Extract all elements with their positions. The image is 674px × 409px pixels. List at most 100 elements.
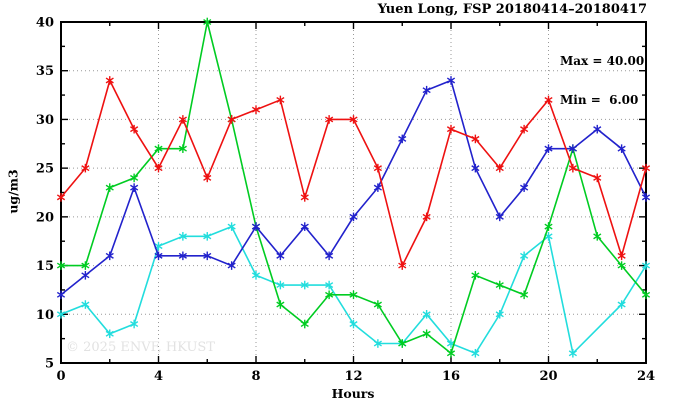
data-point-green [349,290,358,300]
marker-stroke [251,106,261,113]
x-tick-label: 4 [154,369,163,384]
marker-stroke [422,87,431,94]
data-point-cyan [56,309,66,319]
data-point-blue [568,144,577,153]
data-point-red [373,163,382,173]
data-point-green [203,17,212,27]
data-point-green [154,144,163,153]
marker-stroke [178,252,187,259]
x-tick-label: 20 [539,369,557,384]
data-point-red [641,163,651,173]
y-tick-label: 30 [36,113,54,128]
data-point-green [300,319,309,329]
chart-title: Yuen Long, FSP 20180414–20180417 [377,2,647,17]
data-point-cyan [130,319,139,329]
data-point-blue [276,251,285,261]
marker-stroke [568,145,577,152]
marker-stroke [446,340,456,347]
marker-stroke [641,262,651,269]
data-point-cyan [325,280,334,290]
data-point-blue [203,251,212,261]
marker-stroke [520,184,529,191]
marker-stroke [593,126,602,133]
data-point-blue [178,251,187,261]
data-point-blue [617,144,626,153]
data-point-blue [593,124,602,134]
y-tick-label: 35 [36,64,54,79]
marker-stroke [154,252,163,259]
marker-stroke [373,301,382,308]
data-point-blue [373,183,382,192]
data-point-blue [56,290,66,300]
marker-stroke [178,116,187,123]
marker-stroke [495,165,504,172]
series-line-green [61,21,647,355]
data-point-green [105,183,114,192]
data-point-cyan [617,300,626,309]
data-point-cyan [105,329,114,339]
y-tick-label: 25 [36,162,54,177]
marker-stroke [105,330,114,337]
data-point-blue [641,193,651,202]
data-point-cyan [495,309,504,319]
marker-stroke [227,262,236,269]
data-point-green [495,280,504,290]
marker-stroke [398,262,407,269]
data-point-red [568,163,577,173]
marker-stroke [325,282,334,289]
marker-stroke [227,223,236,230]
marker-stroke [276,282,285,289]
series-line-cyan [60,225,647,355]
marker-stroke [81,165,90,172]
marker-stroke [105,184,114,191]
marker-stroke [56,194,66,201]
data-point-red [178,115,187,124]
marker-stroke [446,350,456,357]
marker-stroke [471,350,480,357]
marker-stroke [227,116,236,123]
data-point-cyan [373,339,382,348]
data-point-green [276,300,285,309]
data-point-cyan [641,261,651,270]
data-point-red [520,124,529,134]
data-point-cyan [471,348,480,358]
marker-stroke [520,126,529,133]
marker-stroke [276,252,285,259]
data-point-blue [325,251,334,261]
marker-stroke [495,213,504,220]
marker-stroke [130,126,139,133]
data-point-green [617,261,626,270]
data-point-blue [398,134,407,144]
x-tick-label: 0 [56,369,65,384]
plot-border [60,21,647,364]
data-point-red [593,173,602,183]
data-point-green [130,173,139,183]
data-point-blue [349,212,358,222]
marker-stroke [251,223,261,230]
marker-stroke [568,350,577,357]
marker-stroke [398,340,407,347]
marker-stroke [641,291,651,298]
data-point-red [154,163,163,173]
data-point-red [81,163,90,173]
marker-stroke [300,321,309,328]
data-point-blue [105,251,114,261]
marker-stroke [154,165,163,172]
data-point-red [398,261,407,270]
data-point-red [56,193,66,202]
marker-stroke [325,252,334,259]
series-line-red [60,78,647,268]
data-point-green [325,290,334,300]
data-point-red [227,115,236,124]
data-point-cyan [81,300,90,309]
marker-stroke [154,145,163,152]
marker-stroke [105,77,114,84]
marker-stroke [495,282,504,289]
data-point-red [251,105,261,114]
data-point-cyan [178,232,187,241]
marker-stroke [471,272,480,279]
watermark: © 2025 ENVF, HKUST [66,340,215,355]
marker-stroke [81,262,90,269]
data-point-red [617,251,626,261]
marker-stroke [349,116,358,123]
